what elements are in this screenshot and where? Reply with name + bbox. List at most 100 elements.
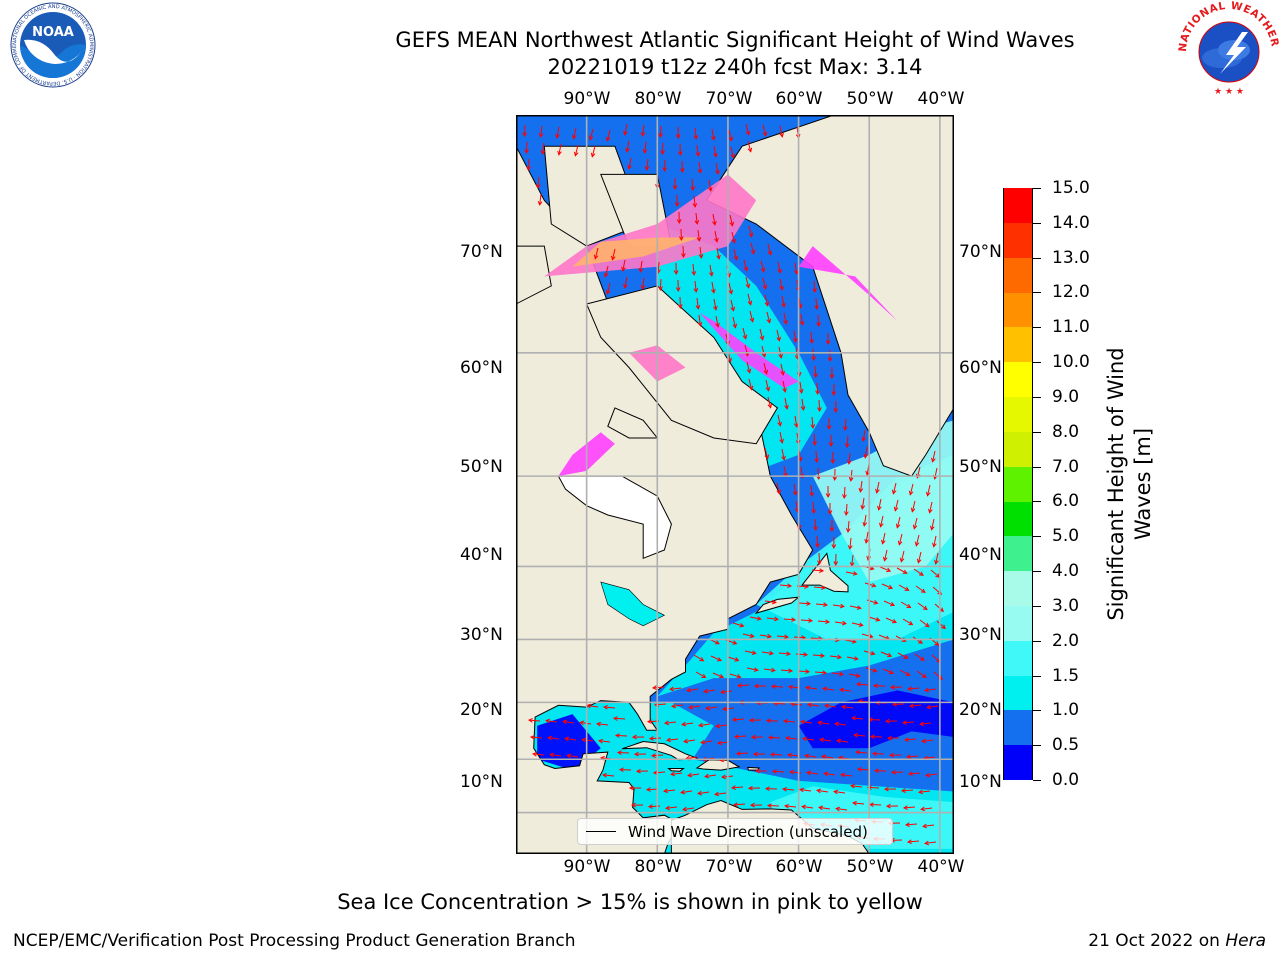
wave-direction-arrowhead xyxy=(573,151,579,157)
wave-direction-arrow xyxy=(819,806,831,810)
wave-direction-arrow xyxy=(881,583,893,589)
wave-direction-arrowhead xyxy=(890,769,896,775)
wave-direction-arrow xyxy=(730,299,734,311)
footer-date-text: 21 Oct 2022 on xyxy=(1088,931,1226,951)
wave-direction-arrowhead xyxy=(663,788,668,794)
wave-direction-arrowhead xyxy=(739,622,745,628)
lat-tick-right-30n: 30°N xyxy=(959,625,1002,645)
wave-direction-arrowhead xyxy=(588,135,594,141)
land-mass xyxy=(754,596,801,615)
wave-direction-arrowhead xyxy=(934,559,939,565)
wave-direction-arrow xyxy=(734,735,747,738)
wave-direction-arrow xyxy=(903,806,916,809)
colorbar-tick-mark xyxy=(1033,292,1041,294)
colorbar-segment xyxy=(1004,257,1032,293)
wave-direction-arrow xyxy=(915,585,926,593)
footer-machine: Hera xyxy=(1225,931,1266,951)
lat-tick-right-50n: 50°N xyxy=(959,457,1002,477)
wave-direction-arrowhead xyxy=(716,254,721,260)
wave-direction-arrowhead xyxy=(918,639,923,644)
wave-direction-arrow xyxy=(799,381,803,393)
wave-direction-arrowhead xyxy=(753,683,759,689)
wave-direction-arrow xyxy=(783,618,796,621)
wave-direction-arrowhead xyxy=(715,723,720,729)
wave-direction-arrowhead xyxy=(791,617,797,622)
wave-direction-arrowhead xyxy=(891,619,897,624)
wave-direction-arrowhead xyxy=(650,753,656,758)
wave-direction-arrow xyxy=(832,604,844,607)
wave-direction-arrow xyxy=(922,739,934,742)
wave-direction-arrow xyxy=(849,537,852,549)
wave-direction-arrowhead xyxy=(902,569,908,574)
wave-direction-arrow xyxy=(852,717,864,720)
colorbar-tick-label: 9.0 xyxy=(1052,386,1080,407)
wave-direction-arrowhead xyxy=(855,681,861,687)
legend-label: Wind Wave Direction (unscaled) xyxy=(628,822,868,841)
wave-direction-arrowhead xyxy=(623,130,628,136)
colorbar-segment xyxy=(1004,709,1032,746)
wave-direction-arrowhead xyxy=(899,557,905,563)
wave-direction-arrowhead xyxy=(918,571,924,576)
wave-direction-arrowhead xyxy=(602,772,607,778)
wave-direction-arrowhead xyxy=(831,544,837,550)
wave-direction-arrowhead xyxy=(835,806,840,812)
wave-direction-arrow xyxy=(907,687,920,690)
wave-direction-arrowhead xyxy=(697,169,703,174)
wave-direction-arrowhead xyxy=(779,438,784,444)
wave-direction-arrowhead xyxy=(821,585,827,590)
wave-direction-arrow xyxy=(811,416,814,429)
wave-direction-arrowhead xyxy=(602,704,608,710)
wave-direction-arrow xyxy=(777,261,781,273)
wave-direction-arrow xyxy=(820,738,832,742)
lon-tick-top-70w: 70°W xyxy=(705,89,753,109)
wave-direction-arrowhead xyxy=(845,528,851,534)
wave-direction-arrowhead xyxy=(733,734,739,739)
wave-direction-arrow xyxy=(878,498,882,510)
wave-direction-arrowhead xyxy=(715,169,720,175)
wave-direction-arrowhead xyxy=(807,702,813,708)
wave-direction-arrowhead xyxy=(754,768,760,774)
wave-direction-arrowhead xyxy=(540,150,546,155)
wave-direction-arrowhead xyxy=(756,616,762,621)
wave-direction-arrowhead xyxy=(658,286,663,292)
wave-direction-arrowhead xyxy=(825,340,831,346)
wave-direction-arrowhead xyxy=(628,785,634,791)
wave-direction-arrowhead xyxy=(848,477,854,482)
wave-direction-arrow xyxy=(846,656,858,660)
wave-direction-arrow xyxy=(831,672,843,675)
wave-direction-arrowhead xyxy=(612,716,618,721)
wave-direction-arrowhead xyxy=(771,667,776,673)
wave-direction-arrowhead xyxy=(821,754,827,760)
wave-direction-arrow xyxy=(736,752,749,755)
colorbar-tick-label: 6.0 xyxy=(1052,491,1080,512)
wave-direction-arrowhead xyxy=(814,305,819,311)
wave-height-zone xyxy=(798,690,954,749)
wave-direction-arrow xyxy=(746,667,758,671)
wave-direction-arrowhead xyxy=(920,588,926,594)
wave-direction-arrowhead xyxy=(887,652,893,658)
wave-direction-arrow xyxy=(709,264,713,276)
wave-direction-arrow xyxy=(582,739,594,742)
wave-direction-arrowhead xyxy=(621,266,626,272)
wave-direction-arrowhead xyxy=(645,787,651,792)
wave-direction-arrow xyxy=(908,772,921,775)
wave-direction-arrowhead xyxy=(677,151,683,157)
wave-direction-arrowhead xyxy=(566,753,572,759)
wave-direction-arrow xyxy=(841,774,853,777)
wave-direction-arrowhead xyxy=(928,508,933,514)
wave-direction-arrow xyxy=(786,737,798,740)
wave-direction-arrowhead xyxy=(905,754,911,760)
lat-tick-right-60n: 60°N xyxy=(959,358,1002,378)
wave-direction-arrow xyxy=(604,265,609,277)
wave-direction-arrowhead xyxy=(793,269,799,275)
wave-direction-arrowhead xyxy=(750,249,756,255)
wave-direction-arrow xyxy=(779,431,783,443)
wave-direction-arrow xyxy=(925,841,937,844)
wave-direction-arrow xyxy=(921,807,933,810)
wave-direction-arrow xyxy=(848,452,851,464)
lat-tick-left-10n: 10°N xyxy=(460,772,503,792)
wave-direction-arrow xyxy=(784,397,788,409)
wave-direction-arrowhead xyxy=(906,686,912,692)
wave-direction-arrowhead xyxy=(816,322,821,328)
lat-tick-right-10n: 10°N xyxy=(959,772,1002,792)
